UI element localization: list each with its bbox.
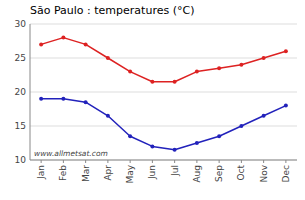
series-point bbox=[106, 56, 110, 60]
x-tick-label: May bbox=[125, 164, 135, 183]
series-point bbox=[195, 141, 199, 145]
x-tick bbox=[285, 160, 286, 163]
x-axis-line bbox=[30, 160, 297, 161]
series-point bbox=[84, 100, 88, 104]
chart-title: São Paulo : temperatures (°C) bbox=[30, 4, 194, 17]
y-tick-label: 25 bbox=[15, 53, 26, 63]
series-point bbox=[150, 144, 154, 148]
watermark: www.allmetsat.com bbox=[34, 149, 108, 158]
grid-line bbox=[30, 58, 297, 59]
x-tick-label: Mar bbox=[81, 165, 91, 182]
grid-line bbox=[30, 24, 297, 25]
series-point bbox=[150, 80, 154, 84]
series-point bbox=[61, 36, 65, 40]
y-tick-label: 30 bbox=[15, 19, 27, 29]
series-point bbox=[106, 114, 110, 118]
series-point bbox=[217, 66, 221, 70]
series-point bbox=[262, 114, 266, 118]
x-tick-label: Jul bbox=[170, 165, 180, 177]
x-tick bbox=[196, 160, 197, 163]
series-point bbox=[173, 148, 177, 152]
series-point bbox=[217, 134, 221, 138]
series-point bbox=[84, 42, 88, 46]
x-tick bbox=[174, 160, 175, 163]
series-point bbox=[284, 104, 288, 108]
x-tick-label: Dec bbox=[281, 165, 291, 182]
x-tick bbox=[241, 160, 242, 163]
x-tick bbox=[85, 160, 86, 163]
x-tick-label: Feb bbox=[58, 165, 68, 181]
series-point bbox=[128, 134, 132, 138]
series-point bbox=[195, 70, 199, 74]
x-tick-label: Aug bbox=[192, 165, 202, 183]
series-point bbox=[128, 70, 132, 74]
series-line bbox=[41, 99, 286, 150]
x-tick bbox=[130, 160, 131, 163]
series-point bbox=[239, 63, 243, 67]
x-tick bbox=[63, 160, 64, 163]
x-tick-label: Oct bbox=[236, 165, 246, 181]
x-tick bbox=[107, 160, 108, 163]
x-tick bbox=[41, 160, 42, 163]
y-tick-label: 10 bbox=[15, 155, 27, 165]
x-tick bbox=[263, 160, 264, 163]
series-point bbox=[173, 80, 177, 84]
y-grid bbox=[30, 24, 297, 160]
x-tick-label: Jan bbox=[36, 165, 46, 180]
y-axis-line bbox=[30, 24, 31, 160]
series-point bbox=[39, 97, 43, 101]
series-point bbox=[61, 97, 65, 101]
x-tick bbox=[152, 160, 153, 163]
x-tick-label: Jun bbox=[147, 165, 157, 180]
x-tick bbox=[219, 160, 220, 163]
grid-line bbox=[30, 160, 297, 161]
series-point bbox=[284, 49, 288, 53]
series-point bbox=[239, 124, 243, 128]
plot-area bbox=[39, 36, 288, 152]
chart-container: 10 15 20 25 30 Jan Feb Mar Apr May Jun Jul Aug Sep Oct… bbox=[0, 0, 305, 200]
x-tick-label: Apr bbox=[103, 165, 113, 181]
series-line bbox=[41, 38, 286, 82]
series-point bbox=[262, 56, 266, 60]
y-tick-label: 20 bbox=[15, 87, 27, 97]
series-point bbox=[39, 42, 43, 46]
x-tick-label: Sep bbox=[214, 165, 224, 182]
x-tick-label: Nov bbox=[259, 164, 269, 182]
grid-line bbox=[30, 92, 297, 93]
chart: 10 15 20 25 30 Jan Feb Mar Apr May Jun Jul Aug Sep Oct… bbox=[0, 0, 305, 200]
y-tick-label: 15 bbox=[15, 121, 26, 131]
grid-line bbox=[30, 126, 297, 127]
